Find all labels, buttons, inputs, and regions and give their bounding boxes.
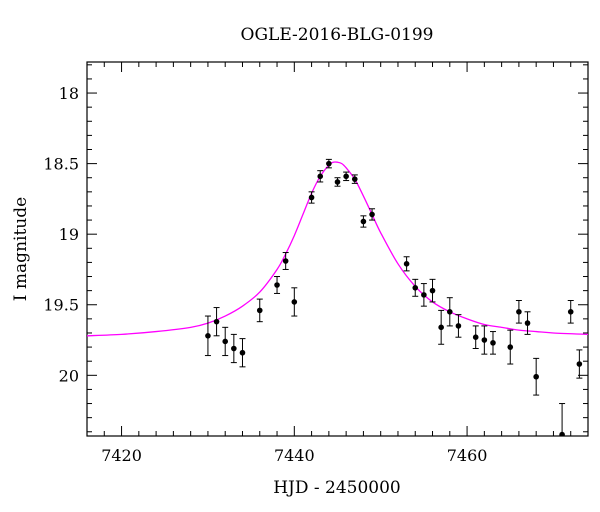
data-point (308, 191, 315, 204)
data-marker (291, 299, 298, 305)
data-point (256, 298, 263, 323)
y-tick-label: 19.5 (43, 296, 79, 315)
data-point (230, 333, 237, 364)
data-marker (559, 431, 565, 436)
data-marker (369, 211, 375, 218)
data-marker (516, 309, 522, 315)
data-marker (326, 160, 332, 167)
data-point (213, 307, 220, 337)
data-point (429, 278, 436, 303)
data-point (222, 326, 229, 357)
data-point (239, 338, 246, 368)
data-marker (222, 338, 229, 345)
data-point (559, 403, 566, 436)
model-fit-curve (87, 161, 588, 337)
data-point (274, 276, 281, 294)
data-marker (429, 287, 436, 294)
data-point (567, 300, 574, 324)
data-point (489, 331, 496, 355)
data-marker (205, 332, 211, 339)
chart-title: OGLE-2016-BLG-0199 (241, 25, 434, 45)
data-marker (481, 337, 488, 343)
data-point (481, 325, 488, 355)
data-marker (256, 307, 263, 314)
data-marker (282, 258, 289, 264)
y-tick-label: 18.5 (43, 155, 79, 174)
data-point (507, 329, 514, 365)
axis-tick-labels: 7420 7440 7460 18 18.5 19 19.5 20 (43, 84, 487, 465)
data-point (515, 300, 522, 324)
data-point (334, 177, 341, 187)
data-marker (231, 345, 237, 352)
data-marker (446, 309, 453, 315)
data-marker (239, 349, 246, 356)
data-point (351, 174, 358, 184)
data-marker (576, 361, 583, 367)
x-tick-label: 7420 (101, 446, 142, 465)
data-marker (524, 320, 531, 326)
data-marker (343, 173, 349, 180)
data-point (472, 325, 479, 349)
y-tick-label: 20 (59, 366, 79, 385)
data-point (360, 215, 367, 228)
plot-frame (86, 61, 589, 437)
x-tick-label: 7440 (274, 446, 315, 465)
y-tick-label: 19 (59, 225, 79, 244)
data-point (291, 287, 298, 317)
data-marker (317, 173, 324, 180)
data-marker (438, 324, 444, 331)
data-marker (351, 176, 358, 182)
data-marker (308, 194, 315, 201)
data-point (282, 252, 289, 270)
data-point (455, 314, 462, 338)
x-axis-label: HJD - 2450000 (273, 478, 401, 498)
data-marker (507, 344, 514, 350)
data-marker (421, 292, 427, 298)
data-marker (472, 334, 479, 341)
data-point (343, 171, 350, 182)
data-marker (533, 373, 539, 380)
axis-ticks (86, 62, 589, 436)
data-point (204, 315, 211, 357)
data-marker (360, 218, 367, 225)
data-marker (455, 323, 462, 329)
data-marker (567, 309, 574, 315)
data-marker (213, 318, 220, 325)
data-marker (274, 282, 280, 288)
data-point (438, 309, 445, 345)
data-point (403, 256, 410, 272)
data-point (369, 208, 376, 221)
data-marker (412, 285, 419, 291)
observation-points (204, 158, 583, 436)
data-point (446, 297, 453, 327)
data-point (533, 357, 540, 396)
y-tick-label: 18 (59, 84, 79, 103)
data-point (576, 349, 583, 379)
data-point (524, 311, 531, 335)
data-marker (490, 340, 496, 346)
data-point (420, 283, 427, 307)
data-point (325, 158, 332, 169)
y-axis-label: I magnitude (11, 197, 31, 301)
data-marker (403, 261, 410, 267)
x-tick-label: 7460 (447, 446, 488, 465)
data-point (412, 278, 419, 297)
data-point (317, 170, 324, 183)
data-marker (334, 179, 341, 185)
